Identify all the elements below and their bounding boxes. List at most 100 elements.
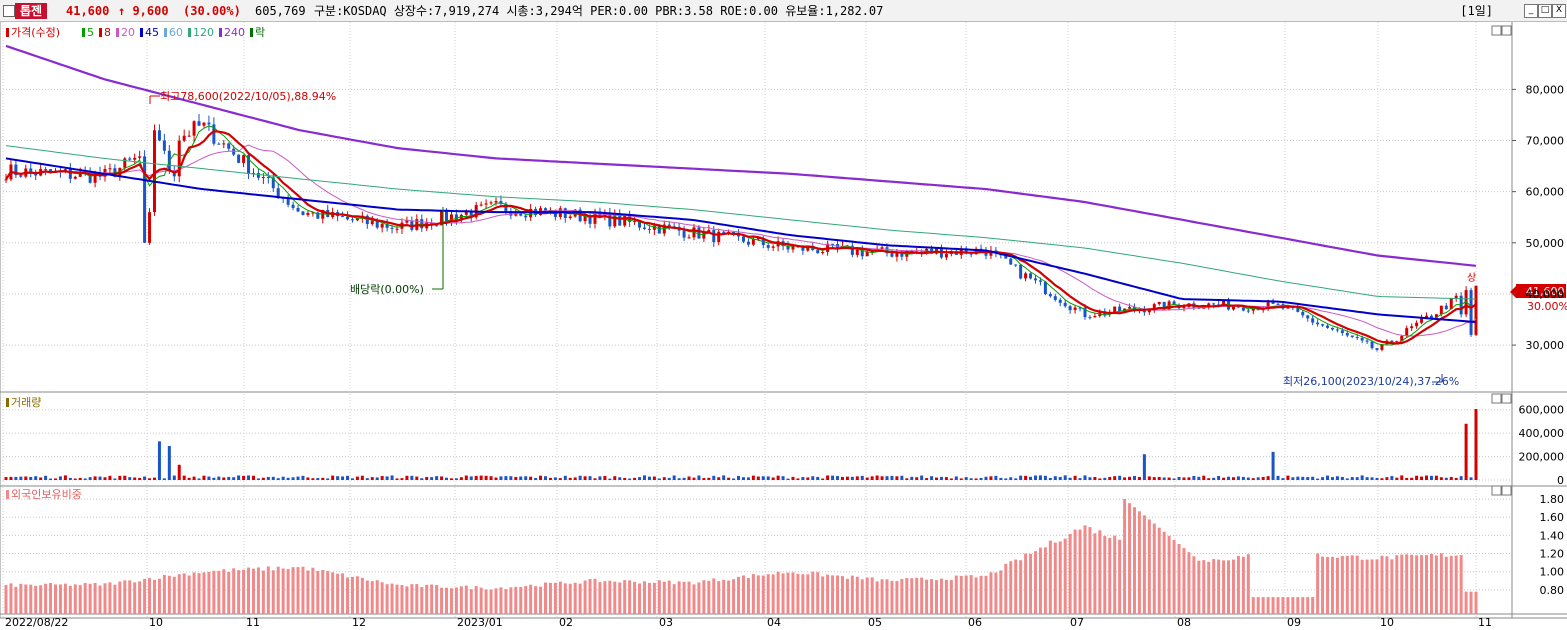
price-legend[interactable]: 가격(수정) 5 8 20 45 60 120 240 락 bbox=[6, 26, 265, 39]
candle bbox=[687, 237, 691, 239]
volume-legend[interactable]: 거래량 bbox=[6, 396, 41, 409]
candle bbox=[19, 175, 23, 177]
volume-bar bbox=[242, 475, 246, 480]
candle bbox=[261, 176, 265, 178]
maximize-button[interactable]: □ bbox=[1538, 4, 1552, 18]
x-tick-label: 11 bbox=[246, 616, 260, 629]
candle bbox=[182, 135, 186, 141]
foreign-bar bbox=[880, 579, 884, 614]
candle bbox=[1123, 308, 1127, 312]
volume-bar bbox=[1360, 475, 1364, 480]
foreign-bar bbox=[489, 589, 493, 614]
candle bbox=[504, 203, 508, 212]
candle bbox=[276, 188, 280, 198]
candle bbox=[494, 201, 498, 203]
volume-bar bbox=[954, 476, 958, 480]
select-checkbox[interactable] bbox=[3, 5, 15, 17]
volume-bar bbox=[494, 477, 498, 480]
candle bbox=[1415, 322, 1419, 327]
candle bbox=[1073, 307, 1077, 311]
foreign-bar bbox=[539, 586, 543, 614]
price-tick-label: 60,000 bbox=[1526, 186, 1565, 199]
candle bbox=[1083, 307, 1087, 318]
volume-bar bbox=[103, 477, 107, 480]
volume-bar bbox=[870, 476, 874, 480]
candle bbox=[771, 246, 775, 248]
foreign-pane-min-icon[interactable] bbox=[1491, 485, 1502, 496]
foreign-bar bbox=[202, 572, 206, 614]
candle bbox=[786, 246, 790, 250]
volume-bar bbox=[583, 476, 587, 480]
foreign-bar bbox=[1019, 560, 1023, 614]
foreign-bar bbox=[831, 575, 835, 614]
foreign-bar bbox=[796, 573, 800, 614]
foreign-bar bbox=[98, 585, 102, 614]
volume-pane-min-icon[interactable] bbox=[1491, 393, 1502, 404]
foreign-bar bbox=[865, 577, 869, 614]
volume-bar bbox=[712, 475, 716, 480]
candle bbox=[741, 236, 745, 242]
foreign-bar bbox=[563, 583, 567, 614]
candle bbox=[1207, 303, 1211, 307]
legend-label: 20 bbox=[121, 26, 135, 39]
ma120-line bbox=[5, 145, 1477, 300]
volume-pane-close-icon[interactable] bbox=[1501, 393, 1512, 404]
stock-chart[interactable]: 최고78,600(2022/10/05),88.94% 최저26,100(202… bbox=[0, 22, 1567, 630]
candle bbox=[1405, 328, 1409, 336]
foreign-bar bbox=[454, 587, 458, 614]
foreign-bar bbox=[311, 567, 315, 614]
foreign-bar bbox=[1157, 527, 1161, 614]
volume-bar bbox=[1405, 477, 1409, 480]
foreign-bar bbox=[613, 581, 617, 614]
volume-bar bbox=[83, 478, 87, 480]
foreign-bar bbox=[207, 571, 211, 614]
period-selector[interactable]: [1일] bbox=[1460, 4, 1493, 18]
pane-controls[interactable] bbox=[1491, 25, 1512, 496]
candle bbox=[865, 251, 869, 257]
minimize-button[interactable]: _ bbox=[1524, 4, 1538, 18]
x-tick-label: 11 bbox=[1478, 616, 1492, 629]
candle bbox=[306, 212, 310, 215]
foreign-legend[interactable]: 외국인보유비중 bbox=[6, 488, 82, 501]
candle bbox=[1425, 315, 1429, 318]
close-button[interactable]: X bbox=[1552, 4, 1566, 18]
foreign-bar bbox=[237, 570, 241, 614]
foreign-bar bbox=[9, 583, 13, 614]
foreign-bar bbox=[232, 568, 236, 614]
candle bbox=[890, 253, 894, 257]
x-tick-label: 05 bbox=[868, 616, 882, 629]
price-pane-close-icon[interactable] bbox=[1501, 25, 1512, 36]
volume-bar bbox=[1425, 475, 1429, 480]
foreign-bar bbox=[1212, 559, 1216, 614]
volume-bar bbox=[152, 477, 156, 480]
candle bbox=[895, 253, 899, 257]
volume-bar bbox=[291, 477, 295, 480]
foreign-bar bbox=[39, 585, 43, 614]
stock-info: 구분:KOSDAQ 상장수:7,919,274 시총:3,294억 PER:0.… bbox=[314, 4, 884, 18]
candle bbox=[618, 214, 622, 226]
candle bbox=[256, 173, 260, 178]
stock-name-badge[interactable]: 톱젠 bbox=[15, 3, 48, 19]
foreign-pane-close-icon[interactable] bbox=[1501, 485, 1512, 496]
foreign-bar bbox=[870, 577, 874, 614]
volume-bar bbox=[771, 477, 775, 480]
price-pane-min-icon[interactable] bbox=[1491, 25, 1502, 36]
candle bbox=[707, 230, 711, 232]
ma8-line bbox=[5, 130, 1477, 345]
volume-bar bbox=[360, 475, 364, 480]
foreign-bar bbox=[152, 579, 156, 614]
volume-bar bbox=[895, 476, 899, 480]
candle bbox=[1271, 302, 1275, 304]
foreign-bar bbox=[1009, 561, 1013, 614]
foreign-bar bbox=[1266, 597, 1270, 614]
candle bbox=[1241, 307, 1245, 311]
foreign-bar bbox=[247, 567, 251, 614]
foreign-bar bbox=[509, 587, 513, 614]
volume-bar bbox=[420, 478, 424, 480]
foreign-bar bbox=[974, 577, 978, 614]
candle bbox=[1222, 300, 1226, 306]
foreign-bar bbox=[1370, 559, 1374, 614]
volume-bar bbox=[1192, 475, 1196, 480]
candle bbox=[232, 148, 236, 155]
volume-bar bbox=[1410, 477, 1414, 480]
